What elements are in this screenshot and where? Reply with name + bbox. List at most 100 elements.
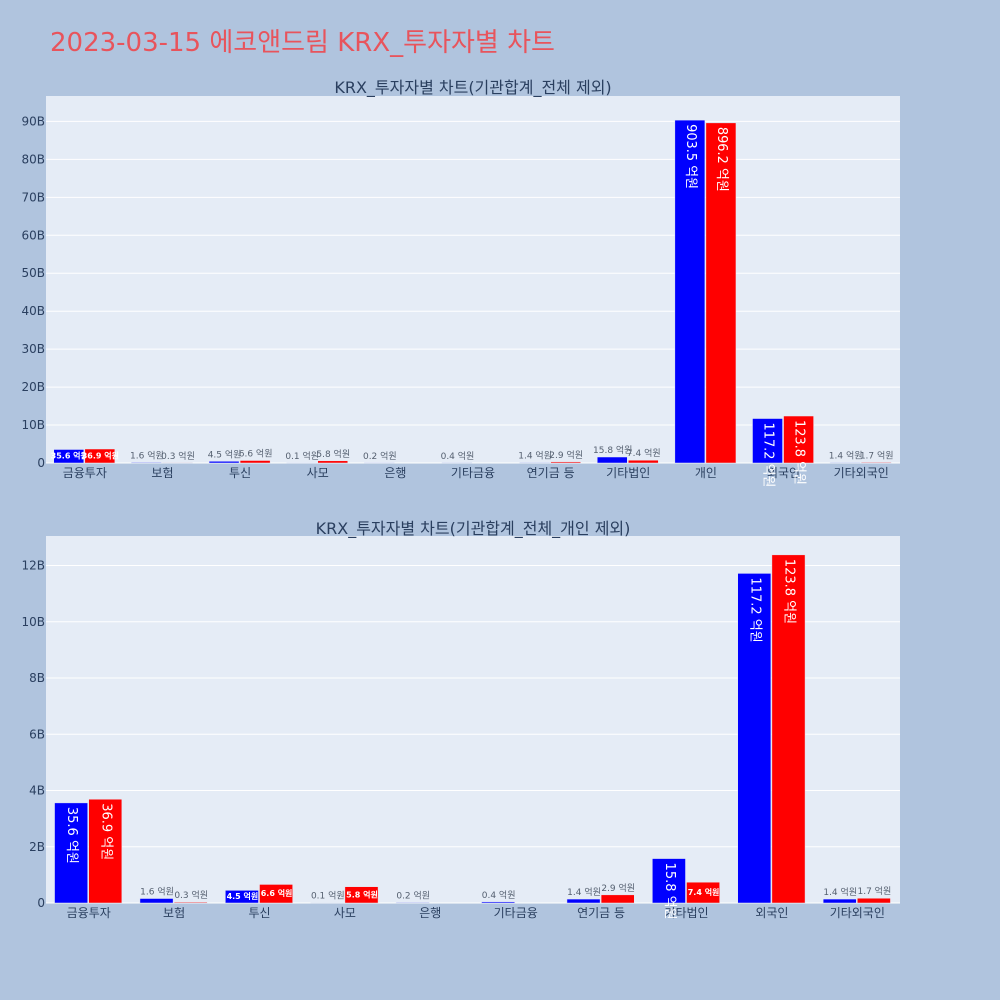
bar-value-label: 2.9 억원 [549, 449, 583, 461]
x-tick-label: 외국인 [767, 466, 800, 480]
buy-bar [674, 119, 706, 464]
buy-bar [822, 898, 857, 904]
buy-bar [54, 802, 88, 904]
sell-bar [317, 460, 349, 464]
chart-2: KRX_투자자별 차트(기관합계_전체_개인 제외) 0 2B 4B 6B 8B 10B 12… [21, 519, 900, 920]
sell-bar [771, 554, 806, 904]
bar-value-label: 4.5 억원 [227, 891, 259, 901]
x-tick-label: 보험 [151, 466, 173, 480]
x-tick-label: 연기금 등 [577, 906, 625, 920]
bar-value-label: 5.8 억원 [316, 448, 350, 460]
buy-bar [596, 456, 628, 464]
sell-bar [173, 901, 208, 904]
x-tick-label: 투신 [248, 906, 270, 920]
buy-bar [131, 462, 162, 464]
bar-value-label: 4.5 억원 [208, 448, 242, 460]
bar-value-label: 1.4 억원 [518, 449, 552, 461]
y-tick-label: 4B [29, 784, 45, 798]
sell-bar [88, 798, 123, 904]
y-tick-label: 10B [21, 615, 45, 629]
bar-value-label: 903.5 억원 [683, 124, 698, 189]
y-tick-label: 20B [21, 380, 45, 394]
buy-bar [829, 462, 861, 464]
bar-value-label: 5.8 억원 [346, 889, 378, 899]
bar-value-label: 1.7 억원 [860, 449, 894, 461]
x-tick-label: 금융투자 [67, 906, 111, 920]
buy-bar [53, 449, 85, 464]
sell-bar [860, 462, 892, 464]
x-tick-label: 은행 [384, 465, 406, 480]
bar-value-label: 1.7 억원 [858, 885, 892, 897]
sell-bar [686, 881, 720, 904]
buy-bar [139, 898, 174, 904]
x-tick-label: 금융투자 [63, 466, 107, 480]
y-tick-label: 30B [21, 342, 45, 356]
bar-value-label: 123.8 억원 [781, 559, 796, 624]
y-tick-label: 0 [37, 456, 45, 470]
sell-bar [259, 884, 293, 904]
bar-value-label: 2.9 억원 [601, 882, 635, 894]
y-tick-label: 10B [21, 418, 45, 432]
bar-value-label: 1.6 억원 [140, 886, 174, 898]
y-tick-label: 50B [21, 266, 45, 280]
bar-value-label: 1.4 억원 [567, 886, 601, 898]
sell-bar [783, 415, 814, 464]
buy-bar [752, 418, 783, 464]
bar-value-label: 0.2 억원 [363, 450, 397, 462]
bar-value-label: 15.8 억원 [593, 444, 632, 456]
x-tick-label: 기타외국인 [834, 466, 889, 480]
y-tick-label: 6B [29, 727, 45, 741]
buy-bar [225, 890, 259, 904]
buy-bar [481, 901, 515, 904]
buy-bar [566, 898, 601, 904]
x-tick-label: 기타금융 [451, 466, 495, 480]
x-tick-label: 기타법인 [664, 906, 708, 920]
bar-value-label: 1.4 억원 [829, 449, 863, 461]
sell-bar [344, 886, 379, 904]
bar-value-label: 36.9 억원 [82, 450, 119, 460]
sell-bar [550, 461, 581, 464]
bar-value-label: 6.6 억원 [261, 888, 293, 898]
bar-value-label: 1.4 억원 [823, 886, 857, 898]
y-tick-label: 12B [21, 559, 45, 573]
x-tick-label: 보험 [163, 906, 185, 920]
bar-value-label: 117.2 억원 [761, 423, 776, 488]
y-tick-label: 80B [21, 152, 45, 166]
bar-value-label: 0.4 억원 [441, 450, 475, 462]
bar-value-label: 0.1 억원 [311, 890, 345, 902]
bar-value-label: 6.6 억원 [239, 447, 273, 459]
buy-bar [652, 858, 686, 904]
y-tick-label: 0 [37, 896, 45, 910]
chart-1: KRX_투자자별 차트(기관합계_전체 제외) 0 10B 20B 30B 40B 50B 6… [21, 78, 900, 487]
sell-bar [705, 122, 737, 464]
y-tick-label: 90B [21, 114, 45, 128]
bar-value-label: 896.2 억원 [714, 127, 729, 192]
x-tick-label: 외국인 [755, 906, 788, 920]
y-tick-label: 2B [29, 840, 45, 854]
x-tick-label: 사모 [307, 466, 329, 480]
bar-value-label: 7.4 억원 [688, 887, 720, 897]
bar-value-label: 7.4 억원 [627, 447, 661, 459]
bar-value-label: 0.1 억원 [285, 450, 319, 462]
buy-bar [395, 902, 430, 904]
x-tick-label: 사모 [334, 906, 356, 920]
x-tick-label: 투신 [229, 466, 251, 480]
x-tick-label: 연기금 등 [527, 466, 575, 480]
plot-area [46, 96, 900, 463]
buy-bar [208, 461, 240, 464]
page-title: 2023-03-15 에코앤드림 KRX_투자자별 차트 [50, 28, 555, 58]
x-tick-label: 개인 [695, 466, 717, 480]
sell-bar [239, 460, 271, 464]
buy-bar [737, 573, 772, 904]
bar-value-label: 0.3 억원 [174, 889, 208, 901]
bar-value-label: 1.6 억원 [130, 449, 164, 461]
bar-value-label: 35.6 억원 [64, 807, 79, 864]
chart-title: KRX_투자자별 차트(기관합계_전체 제외) [334, 78, 611, 98]
sell-bar [84, 448, 116, 464]
bar-value-label: 35.6 억원 [51, 451, 88, 461]
y-tick-label: 40B [21, 304, 45, 318]
bar-value-label: 117.2 억원 [747, 577, 762, 642]
y-tick-label: 60B [21, 228, 45, 242]
y-tick-label: 70B [21, 190, 45, 204]
